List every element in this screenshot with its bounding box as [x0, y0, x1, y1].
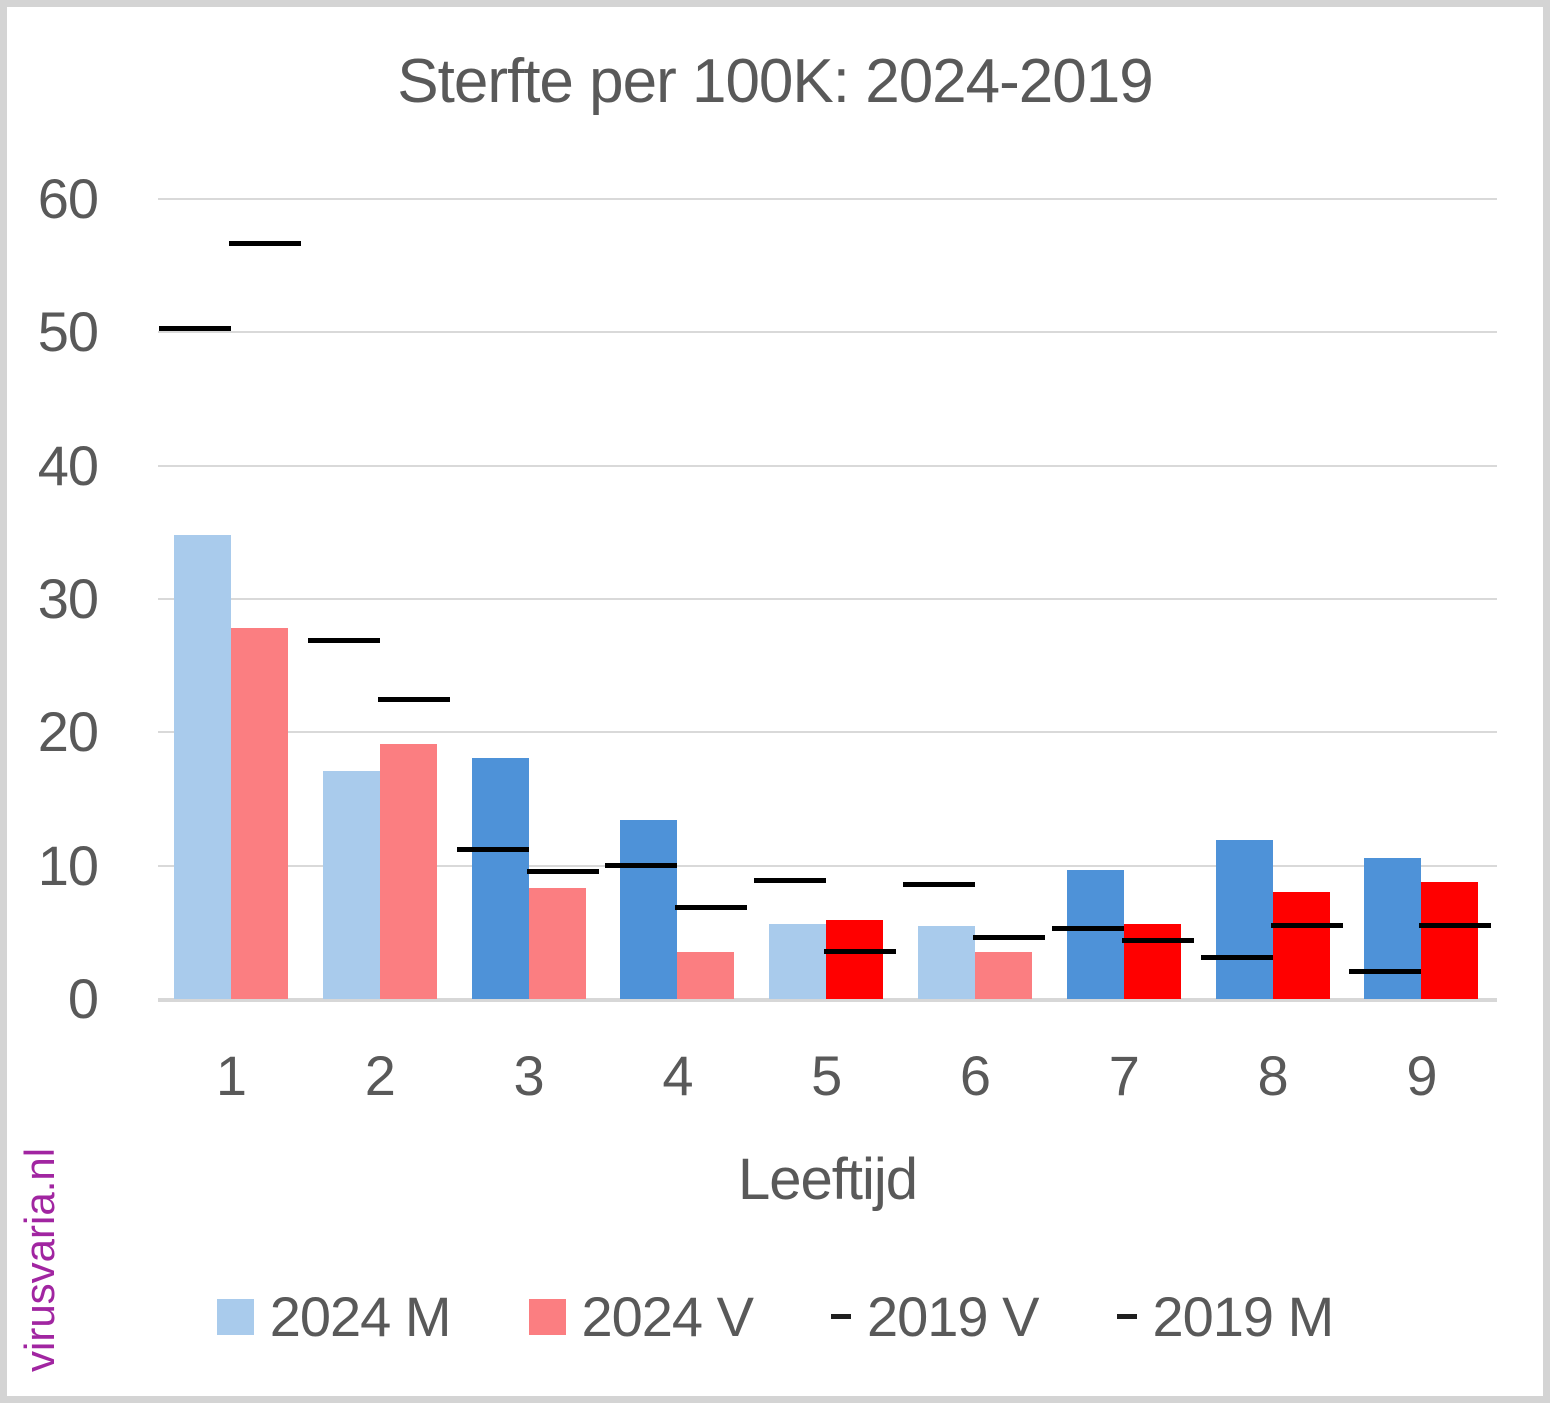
- gridline-30: [158, 598, 1497, 600]
- bar-2024-m-cat9: [1364, 857, 1422, 999]
- y-tick-0: 0: [67, 967, 99, 1030]
- dash-2019-m-cat4: [605, 863, 678, 869]
- legend: 2024 M 2024 V 2019 V 2019 M: [0, 1284, 1550, 1349]
- x-tick-6: 6: [959, 1044, 991, 1107]
- bar-2024-v-cat9: [1421, 881, 1479, 999]
- bar-2024-v-cat7: [1123, 924, 1181, 999]
- legend-dash-swatch-2019-m: [1116, 1314, 1137, 1319]
- dash-2019-v-cat9: [1419, 923, 1492, 929]
- dash-2019-v-cat5: [824, 948, 897, 954]
- x-tick-9: 9: [1406, 1044, 1437, 1107]
- dash-2019-m-cat9: [1349, 968, 1422, 974]
- dash-2019-v-cat3: [526, 868, 599, 874]
- bar-2024-m-cat7: [1066, 869, 1124, 999]
- bar-2024-v-cat2: [379, 744, 437, 999]
- y-tick-60: 60: [37, 167, 99, 230]
- bar-2024-m-cat2: [322, 771, 380, 999]
- legend-square-swatch-2024-m: [216, 1298, 254, 1335]
- bar-2024-v-cat3: [528, 888, 586, 999]
- dash-2019-m-cat2: [307, 637, 380, 643]
- bar-2024-m-cat8: [1215, 840, 1273, 999]
- bar-2024-m-cat4: [620, 820, 678, 999]
- y-tick-40: 40: [37, 433, 99, 497]
- x-tick-7: 7: [1108, 1044, 1140, 1107]
- legend-item-2019-m: 2019 M: [1116, 1284, 1335, 1349]
- legend-label: 2024 V: [581, 1285, 754, 1348]
- x-tick-8: 8: [1257, 1044, 1289, 1107]
- bar-2024-m-cat6: [918, 925, 975, 999]
- x-tick-4: 4: [662, 1044, 693, 1107]
- dash-2019-m-cat6: [903, 881, 975, 887]
- dash-2019-v-cat4: [675, 904, 748, 910]
- dash-2019-v-cat2: [377, 696, 450, 702]
- legend-label: 2019 V: [867, 1285, 1039, 1348]
- dash-2019-m-cat7: [1051, 925, 1124, 931]
- x-axis-title: Leeftijd: [737, 1147, 918, 1212]
- bar-2024-m-cat5: [769, 924, 827, 999]
- bar-2024-m-cat3: [471, 757, 529, 999]
- x-tick-3: 3: [513, 1044, 545, 1107]
- bar-2024-v-cat4: [677, 952, 735, 999]
- legend-dash-swatch-2019-v: [831, 1314, 851, 1319]
- legend-label: 2019 M: [1152, 1285, 1335, 1348]
- watermark: virusvaria.nl: [16, 1147, 63, 1372]
- bar-2024-v-cat6: [975, 952, 1032, 999]
- dash-2019-m-cat3: [456, 847, 529, 853]
- x-tick-1: 1: [215, 1044, 247, 1107]
- y-tick-10: 10: [37, 833, 99, 897]
- gridline-60: [158, 198, 1497, 200]
- dash-2019-m-cat8: [1200, 955, 1273, 961]
- dash-2019-m-cat1: [159, 325, 231, 331]
- dash-2019-v-cat6: [973, 935, 1045, 941]
- x-tick-2: 2: [364, 1044, 396, 1107]
- dash-2019-v-cat8: [1270, 923, 1343, 929]
- legend-item-2024-m: 2024 M: [216, 1284, 452, 1349]
- gridline-50: [158, 331, 1497, 334]
- dash-2019-v-cat1: [229, 240, 301, 246]
- x-axis-line: [158, 998, 1497, 1002]
- legend-label: 2024 M: [269, 1285, 452, 1348]
- y-tick-30: 30: [37, 567, 99, 630]
- y-tick-20: 20: [37, 700, 99, 764]
- legend-item-2019-v: 2019 V: [831, 1284, 1039, 1349]
- gridline-10: [158, 864, 1497, 867]
- bar-2024-m-cat1: [174, 535, 231, 999]
- bar-2024-v-cat8: [1272, 892, 1330, 999]
- chart-title: Sterfte per 100K: 2024-2019: [397, 47, 1153, 116]
- y-tick-50: 50: [37, 300, 99, 364]
- legend-square-swatch-2024-v: [528, 1298, 566, 1335]
- bar-2024-v-cat5: [826, 920, 884, 999]
- dash-2019-m-cat5: [754, 877, 827, 883]
- x-tick-5: 5: [811, 1044, 842, 1107]
- legend-item-2024-v: 2024 V: [528, 1284, 754, 1349]
- gridline-40: [158, 464, 1497, 467]
- gridline-20: [158, 731, 1497, 734]
- bar-2024-v-cat1: [231, 628, 288, 999]
- dash-2019-v-cat7: [1121, 937, 1194, 943]
